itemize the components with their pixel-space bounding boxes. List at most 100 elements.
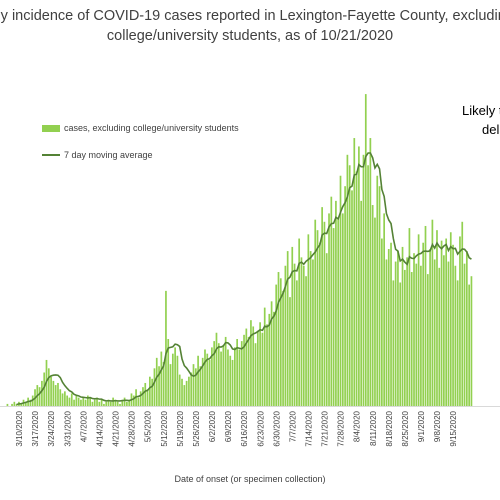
bar: [296, 280, 298, 406]
bar: [38, 387, 41, 406]
bar: [234, 347, 236, 406]
legend-bar-swatch: [42, 124, 60, 132]
bar: [50, 376, 52, 406]
bar: [456, 280, 459, 406]
bar: [57, 382, 59, 406]
bar: [96, 397, 98, 406]
bar: [433, 259, 436, 406]
bar: [224, 336, 227, 406]
bar: [20, 403, 23, 406]
bar: [360, 200, 363, 406]
bar: [109, 401, 112, 406]
bar: [259, 322, 261, 406]
x-tick-label: 7/7/2020: [288, 410, 297, 442]
bar: [305, 276, 307, 406]
bar: [390, 242, 392, 406]
x-tick-label: 7/21/2020: [321, 410, 330, 446]
bar: [392, 280, 395, 406]
bar: [160, 351, 163, 406]
bar: [438, 267, 441, 406]
bar: [178, 374, 181, 406]
bar: [459, 236, 461, 406]
bar: [383, 213, 385, 406]
bar: [132, 395, 135, 406]
bar: [254, 343, 257, 406]
bar: [6, 403, 9, 406]
chart-legend: cases, excluding college/university stud…: [42, 121, 239, 175]
x-tick-labels: 3/10/2020 3/17/2020 3/24/2020 3/31/2020 4/7/…: [15, 410, 458, 446]
bar: [261, 332, 264, 406]
bar: [307, 234, 310, 406]
x-tick-label: 9/1/2020: [417, 410, 426, 442]
bar: [436, 230, 438, 406]
bar: [461, 221, 464, 406]
bar: [153, 368, 156, 406]
bar: [73, 399, 75, 406]
bar: [293, 263, 296, 406]
legend-item-bars: cases, excluding college/university stud…: [42, 121, 239, 135]
bar: [454, 265, 457, 406]
bar: [185, 380, 188, 406]
bar: [211, 347, 213, 406]
bar: [213, 341, 216, 406]
bar: [52, 380, 55, 406]
x-tick-label: 6/9/2020: [224, 410, 233, 442]
bar: [112, 397, 114, 406]
bar: [401, 246, 404, 406]
x-tick-label: 4/7/2020: [79, 410, 88, 442]
bar: [410, 272, 413, 406]
bar: [447, 261, 450, 406]
bar: [318, 242, 321, 406]
x-tick-label: 4/21/2020: [112, 410, 121, 446]
bar: [82, 397, 85, 406]
bar: [443, 255, 445, 406]
bar: [465, 251, 468, 406]
bar: [149, 376, 151, 406]
bar: [328, 213, 330, 406]
bar: [417, 234, 420, 406]
bar: [190, 372, 193, 406]
bar: [300, 257, 303, 406]
bar: [158, 366, 160, 406]
bar: [263, 307, 266, 406]
bar: [144, 382, 147, 406]
bar: [323, 221, 326, 406]
bar: [64, 391, 66, 406]
x-tick-label: 3/24/2020: [47, 410, 56, 446]
bar: [335, 200, 337, 406]
bar: [174, 347, 176, 406]
bar: [399, 282, 402, 406]
bar: [406, 257, 408, 406]
bar: [107, 399, 110, 406]
bar: [171, 353, 174, 406]
bar: [424, 225, 427, 406]
bar: [128, 399, 131, 406]
bar: [176, 355, 179, 406]
bar: [183, 385, 186, 406]
x-axis-label: Date of onset (or specimen collection): [174, 474, 326, 484]
bar: [394, 261, 397, 406]
bar: [431, 219, 434, 406]
bar: [43, 372, 46, 406]
bar: [123, 397, 126, 406]
chart-title-line1: aily incidence of COVID-19 cases reporte…: [0, 8, 500, 24]
bar: [266, 324, 268, 406]
bar: [194, 368, 197, 406]
x-tick-label: 5/19/2020: [176, 410, 185, 446]
bar: [346, 154, 349, 406]
bar: [54, 385, 57, 406]
bar: [61, 393, 64, 406]
bar: [302, 265, 305, 406]
x-tick-label: 6/2/2020: [208, 410, 217, 442]
bar: [374, 217, 376, 406]
bar: [215, 332, 218, 406]
x-tick-label: 5/12/2020: [160, 410, 169, 446]
x-tick-label: 6/16/2020: [240, 410, 249, 446]
bar: [220, 351, 222, 406]
bar: [397, 251, 399, 406]
bar: [199, 366, 202, 406]
bar: [277, 272, 280, 406]
bar: [89, 397, 91, 406]
bar: [91, 401, 94, 406]
x-tick-label: 3/17/2020: [31, 410, 40, 446]
